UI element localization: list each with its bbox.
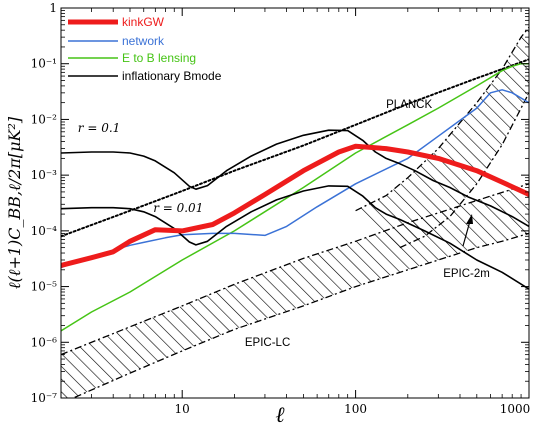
y-tick-label: 10⁻¹: [31, 57, 57, 71]
band-lower-epic-lc: [71, 232, 529, 398]
y-tick-label: 10⁻²: [31, 112, 58, 126]
legend-label-inflationary: inflationary Bmode: [122, 69, 222, 83]
plot-frame: [60, 7, 530, 399]
y-tick-label: 10⁻⁴: [31, 224, 58, 238]
sensitivity-bands: [61, 26, 529, 398]
series-line-kinkgw: [61, 143, 529, 268]
legend-label-lensing: E to B lensing: [122, 51, 196, 65]
annotation-planck: PLANCK: [386, 99, 432, 111]
x-tick-label: 100: [344, 402, 367, 416]
series-line-e-to-b-lensing: [61, 62, 529, 332]
annotation-r-0.1: r = 0.1: [78, 121, 121, 135]
annotation-epic-2m: EPIC-2m: [443, 268, 490, 280]
legend: kinkGW network E to B lensing inflationa…: [68, 15, 222, 83]
y-tick-label: 1: [49, 1, 57, 15]
x-axis-label: ℓ: [275, 403, 285, 427]
annotation-r-0.01: r = 0.01: [153, 201, 203, 215]
series-line-inflationary-bmode: [61, 129, 529, 228]
legend-label-kinkgw: kinkGW: [122, 15, 165, 29]
y-tick-label: 10⁻⁵: [31, 280, 58, 294]
y-tick-label: 10⁻⁶: [31, 335, 58, 349]
series-line-curve-4: [61, 185, 529, 290]
band-fill-epic-2m: [355, 27, 529, 248]
x-tick-label: 1000: [500, 402, 531, 416]
band-lower-epic-2m: [399, 92, 529, 249]
y-tick-label: 10⁻³: [31, 168, 58, 182]
series-line-network: [61, 89, 529, 269]
y-tick-label: 10⁻⁷: [31, 391, 58, 405]
y-axis-label: ℓ(ℓ+1)C_BB,ℓ/2π[μK²]: [5, 116, 24, 289]
epic-2m-arrow: [462, 214, 473, 247]
x-tick-label: 10: [175, 402, 190, 416]
axis-ticks: 10⁻⁷ 10⁻⁶ 10⁻⁵ 10⁻⁴ 10⁻³ 10⁻² 10⁻¹ 1 10 100 1000: [31, 1, 531, 416]
band-fill-epic-lc: [61, 183, 529, 398]
series-line-curve-5: [61, 58, 529, 238]
legend-label-network: network: [122, 34, 165, 48]
annotation-epic-lc: EPIC-LC: [245, 337, 290, 349]
series-lines: [61, 58, 529, 332]
